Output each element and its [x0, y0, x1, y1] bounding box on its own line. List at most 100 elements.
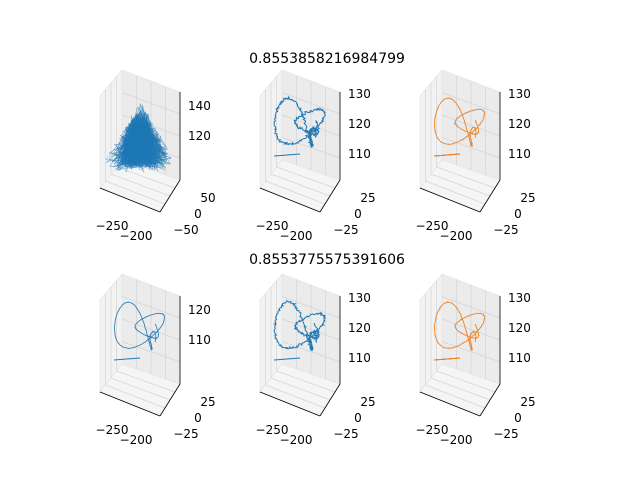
grid-line [436, 370, 496, 393]
x-tick-label: −250 [256, 219, 289, 233]
series-tail-3 [113, 357, 141, 361]
x-tick-label: −250 [416, 219, 449, 233]
y-tick-label: −25 [333, 223, 358, 237]
series-tail-1 [273, 153, 301, 157]
grid-line [105, 180, 166, 205]
y-tick-label: −25 [493, 223, 518, 237]
grid-line [270, 173, 331, 197]
y-tick-label: 25 [360, 191, 375, 205]
grid-line [121, 341, 181, 363]
series-line-overlay-5 [433, 301, 485, 351]
x-tick-label: −200 [120, 433, 153, 447]
y-tick-label: 0 [354, 411, 362, 425]
x-axis-line [419, 391, 481, 417]
grid-line [281, 137, 341, 159]
grid-line [441, 137, 501, 159]
y-tick-label: −50 [173, 223, 198, 237]
x-tick-label: −250 [96, 219, 129, 233]
z-tick-label: 120 [348, 117, 371, 131]
grid-line [430, 377, 491, 401]
panel-r0-c1: −250−200 25 0 −25 130 120 110 [256, 68, 376, 243]
panel-r1-c1: −250−200 25 0 −25 130 120 110 [256, 272, 376, 447]
y-tick-label: 0 [354, 207, 362, 221]
grid-line [265, 384, 326, 409]
y-tick-label: 25 [360, 395, 375, 409]
z-tick-label: 110 [348, 147, 371, 161]
y-axis-line [319, 383, 341, 417]
grid-line [281, 341, 341, 363]
panel-grid: −250−200500−50140120−250−200250−25130120… [96, 68, 536, 447]
grid-line [425, 384, 486, 409]
z-tick-label: 120 [508, 321, 531, 335]
y-tick-label: −25 [173, 427, 198, 441]
grid-line [121, 318, 181, 341]
y-axis-line [479, 383, 501, 417]
x-axis-line [419, 187, 481, 213]
grid-line [281, 114, 341, 137]
series-line-3 [113, 301, 166, 351]
y-axis-line [319, 179, 341, 213]
y-tick-label: 0 [514, 411, 522, 425]
y-tick-label: 25 [520, 191, 535, 205]
series-line-4 [272, 300, 327, 352]
grid-line [265, 180, 326, 205]
grid-line [436, 166, 496, 189]
grid-line [110, 173, 171, 197]
x-axis-line [99, 391, 161, 417]
x-tick-label: −250 [416, 423, 449, 437]
series-tail-overlay-2 [433, 153, 461, 157]
grid-line [110, 377, 171, 401]
grid-line [105, 384, 166, 409]
y-tick-label: 25 [520, 395, 535, 409]
z-tick-label: 120 [348, 321, 371, 335]
series-line-1 [273, 96, 326, 148]
z-tick-label: 130 [348, 291, 371, 305]
z-tick-label: 120 [188, 129, 211, 143]
grid-line [441, 341, 501, 363]
x-axis-line [259, 391, 321, 417]
grid-line [270, 377, 331, 401]
y-tick-label: 25 [200, 395, 215, 409]
grid-line [281, 318, 341, 341]
grid-line [441, 114, 501, 137]
grid-line [430, 173, 491, 197]
grid-line [276, 166, 336, 189]
y-tick-label: 50 [200, 191, 215, 205]
y-tick-label: 0 [194, 411, 202, 425]
panel-r0-c2: −250−200 25 0 −25 130 120 110 [416, 68, 536, 243]
x-tick-label: −200 [280, 229, 313, 243]
panel-r0-c0: −250−200 50 0 −50 140 120 [96, 68, 216, 243]
panel-r1-c0: −250−200 25 0 −25 120 110 [96, 272, 216, 447]
grid-line [276, 370, 336, 393]
series-line-0 [105, 103, 172, 173]
y-tick-label: 0 [514, 207, 522, 221]
row-title-bottom: 0.8553775575391606 [249, 252, 405, 268]
x-tick-label: −200 [440, 229, 473, 243]
y-axis-line [159, 383, 181, 417]
grid-line [116, 166, 176, 189]
y-axis-line [479, 179, 501, 213]
grid-line [425, 180, 486, 205]
y-tick-label: −25 [333, 427, 358, 441]
x-axis-line [259, 187, 321, 213]
panel-r1-c2: −250−200 25 0 −25 130 120 110 [416, 272, 536, 447]
x-tick-label: −200 [280, 433, 313, 447]
y-tick-label: 0 [194, 207, 202, 221]
z-tick-label: 110 [348, 351, 371, 365]
grid-line [116, 370, 176, 393]
z-tick-label: 110 [508, 147, 531, 161]
z-tick-label: 130 [508, 87, 531, 101]
y-axis-line [159, 179, 181, 213]
z-tick-label: 120 [188, 303, 211, 317]
series-line-overlay-2 [433, 97, 485, 147]
x-axis-line [99, 187, 161, 213]
z-tick-label: 110 [188, 333, 211, 347]
x-tick-label: −200 [120, 229, 153, 243]
grid-line [441, 318, 501, 341]
x-tick-label: −200 [440, 433, 473, 447]
z-tick-label: 140 [188, 99, 211, 113]
y-tick-label: −25 [493, 427, 518, 441]
row-title-top: 0.8553858216984799 [249, 51, 405, 67]
series-tail-overlay-5 [433, 357, 461, 361]
